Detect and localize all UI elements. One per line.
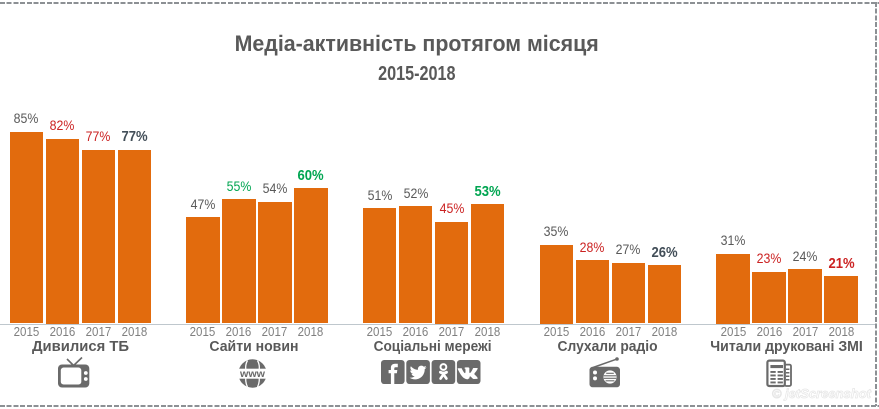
svg-text:www: www — [238, 369, 264, 380]
